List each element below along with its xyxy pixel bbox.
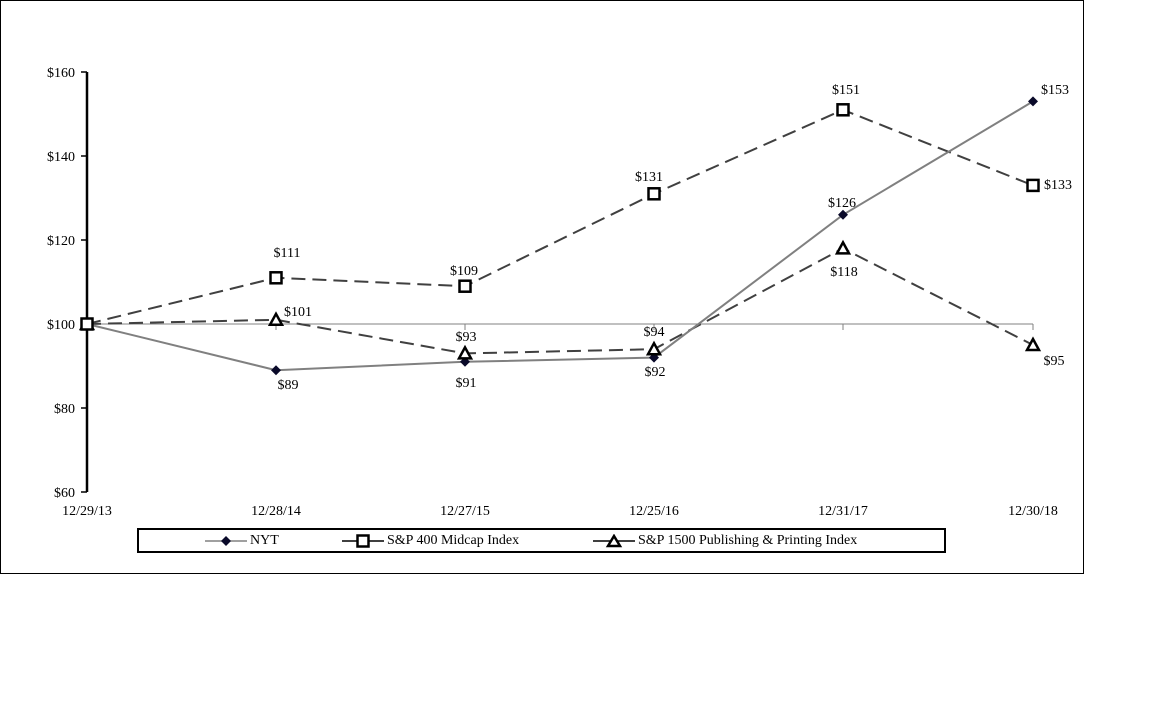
legend-label-nyt: NYT bbox=[250, 533, 279, 548]
line-midcap bbox=[86, 108, 1034, 325]
data-label: $89 bbox=[278, 378, 299, 393]
legend-item-midcap: S&P 400 Midcap Index bbox=[342, 533, 519, 549]
triangle-marker bbox=[456, 344, 474, 360]
chart-legend: NYT S&P 400 Midcap Index S&P 1500 Publis… bbox=[137, 528, 946, 553]
y-tick-label: $80 bbox=[54, 402, 75, 417]
square-marker bbox=[269, 271, 283, 285]
triangle-marker bbox=[1024, 336, 1042, 352]
data-label: $153 bbox=[1041, 83, 1069, 98]
square-marker bbox=[836, 103, 850, 117]
y-tick-label: $160 bbox=[47, 66, 75, 81]
triangle-marker-icon bbox=[593, 534, 635, 548]
diamond-marker-icon bbox=[205, 536, 247, 546]
x-tick-label: 12/27/15 bbox=[440, 504, 490, 519]
square-marker-icon bbox=[342, 534, 384, 548]
y-tick-label: $100 bbox=[47, 318, 75, 333]
data-label: $133 bbox=[1044, 178, 1072, 193]
legend-label-publishing: S&P 1500 Publishing & Printing Index bbox=[638, 533, 858, 548]
data-label: $95 bbox=[1044, 354, 1065, 369]
data-label: $111 bbox=[274, 246, 301, 261]
x-tick-label: 12/25/16 bbox=[629, 504, 679, 519]
line-nyt bbox=[86, 100, 1034, 372]
data-label: $94 bbox=[644, 325, 665, 340]
triangle-marker bbox=[834, 239, 852, 255]
square-marker bbox=[647, 187, 661, 201]
legend-item-publishing: S&P 1500 Publishing & Printing Index bbox=[593, 533, 857, 549]
x-tick-label: 12/30/18 bbox=[1008, 504, 1058, 519]
line-publishing bbox=[86, 247, 1034, 355]
x-tick-label: 12/29/13 bbox=[62, 504, 112, 519]
triangle-marker bbox=[267, 311, 285, 327]
data-label: $93 bbox=[456, 330, 477, 345]
legend-item-nyt: NYT bbox=[205, 533, 279, 549]
data-label: $91 bbox=[456, 376, 477, 391]
x-tick-label: 12/28/14 bbox=[251, 504, 301, 519]
data-label: $109 bbox=[450, 264, 478, 279]
data-label: $118 bbox=[830, 265, 857, 280]
data-label: $151 bbox=[832, 83, 860, 98]
diamond-marker bbox=[1028, 96, 1038, 107]
data-label: $131 bbox=[635, 170, 663, 185]
square-marker bbox=[458, 279, 472, 293]
diamond-marker bbox=[271, 365, 281, 376]
legend-label-midcap: S&P 400 Midcap Index bbox=[387, 533, 520, 548]
data-label: $101 bbox=[284, 305, 312, 320]
chart-frame bbox=[0, 0, 1084, 574]
data-label: $126 bbox=[828, 196, 856, 211]
y-tick-label: $120 bbox=[47, 234, 75, 249]
data-label: $92 bbox=[645, 365, 666, 380]
diamond-marker bbox=[838, 209, 848, 220]
y-tick-label: $140 bbox=[47, 150, 75, 165]
triangle-marker bbox=[645, 340, 663, 356]
square-marker bbox=[1026, 178, 1040, 193]
square-marker bbox=[80, 317, 94, 331]
x-tick-label: 12/31/17 bbox=[818, 504, 868, 519]
y-tick-label: $60 bbox=[54, 486, 75, 501]
